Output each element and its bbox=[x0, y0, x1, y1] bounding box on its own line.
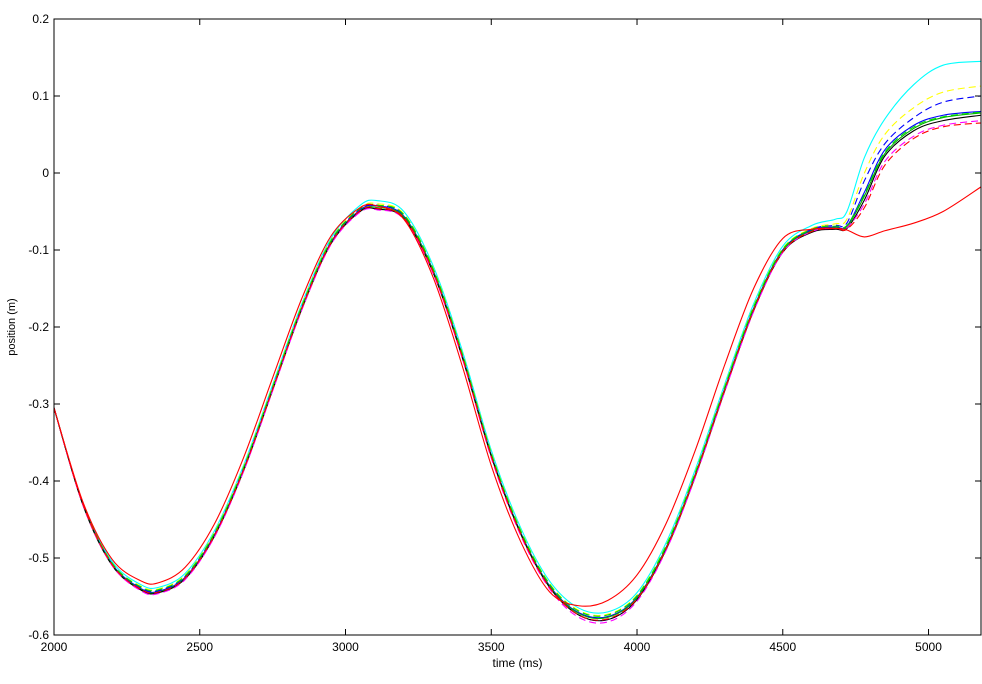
y-axis: -0.6 -0.5 -0.4 -0.3 -0.2 -0.1 0 0.1 0.2 bbox=[28, 12, 981, 642]
y-tick-label: 0.1 bbox=[32, 89, 49, 103]
y-tick-label: -0.6 bbox=[28, 628, 49, 642]
x-tick-label: 2000 bbox=[41, 640, 68, 654]
series-line-7 bbox=[53, 114, 982, 622]
y-tick-label: -0.5 bbox=[28, 551, 49, 565]
series-line-1 bbox=[53, 60, 982, 614]
y-axis-label: position (m) bbox=[6, 298, 18, 355]
y-tick-label: 0.2 bbox=[32, 12, 49, 26]
series-line-4 bbox=[53, 110, 982, 619]
x-tick-label: 4500 bbox=[769, 640, 796, 654]
y-tick-label: 0 bbox=[42, 166, 49, 180]
series-line-9 bbox=[53, 122, 982, 621]
y-tick-label: -0.3 bbox=[28, 397, 49, 411]
y-tick-label: -0.1 bbox=[28, 243, 49, 257]
x-tick-label: 4000 bbox=[624, 640, 651, 654]
x-tick-label: 3500 bbox=[478, 640, 505, 654]
y-tick-label: -0.2 bbox=[28, 320, 49, 334]
series-line-8 bbox=[53, 120, 982, 624]
series-lines bbox=[53, 60, 982, 624]
plot-frame bbox=[53, 18, 982, 636]
series-line-3 bbox=[53, 95, 982, 622]
x-tick-label: 2500 bbox=[186, 640, 213, 654]
x-axis-label: time (ms) bbox=[493, 656, 543, 670]
x-tick-label: 5000 bbox=[915, 640, 942, 654]
x-axis: 2000 2500 3000 3500 4000 4500 5000 bbox=[41, 19, 942, 654]
x-tick-label: 3000 bbox=[332, 640, 359, 654]
series-line-10 bbox=[53, 186, 982, 607]
series-line-6 bbox=[53, 111, 982, 617]
series-line-5 bbox=[53, 112, 982, 620]
series-line-2 bbox=[53, 85, 982, 617]
y-tick-label: -0.4 bbox=[28, 474, 49, 488]
